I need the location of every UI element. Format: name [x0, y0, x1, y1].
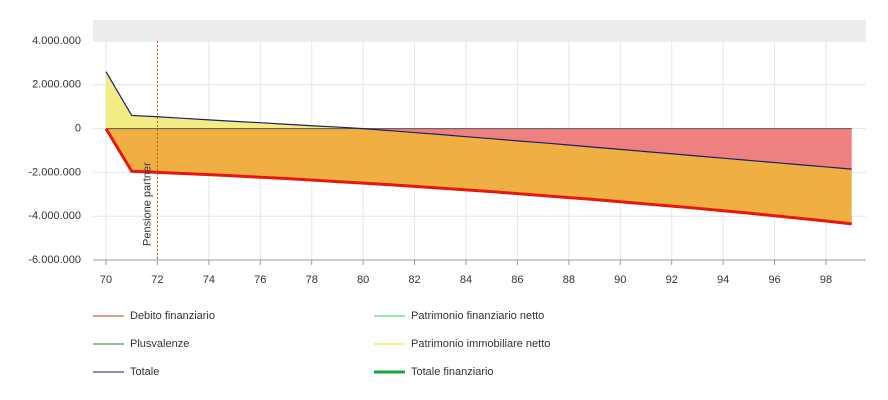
- x-tick-label: 72: [151, 274, 163, 286]
- x-tick-label: 84: [460, 274, 472, 286]
- x-tick-label: 92: [666, 274, 678, 286]
- area-fill: [106, 71, 852, 129]
- legend-label: Plusvalenze: [130, 338, 189, 350]
- area-fill: [106, 128, 852, 170]
- x-tick-label: 82: [408, 274, 420, 286]
- x-tick-label: 74: [203, 274, 215, 286]
- legend-label: Patrimonio finanziario netto: [411, 310, 544, 322]
- x-tick-label: 88: [563, 274, 575, 286]
- x-tick-label: 80: [357, 274, 369, 286]
- legend-label: Totale: [130, 366, 159, 378]
- x-tick-label: 76: [254, 274, 266, 286]
- y-tick-label: 0: [75, 123, 81, 135]
- y-tick-label: 2.000.000: [32, 79, 81, 91]
- x-tick-label: 98: [820, 274, 832, 286]
- y-tick-label: -6.000.000: [28, 254, 81, 266]
- x-tick-label: 90: [614, 274, 626, 286]
- x-tick-label: 70: [100, 274, 112, 286]
- legend-label: Debito finanziario: [130, 310, 215, 322]
- area-fill: [106, 128, 852, 224]
- legend-label: Totale finanziario: [411, 366, 494, 378]
- y-tick-label: 4.000.000: [32, 35, 81, 47]
- x-tick-label: 78: [306, 274, 318, 286]
- legend-label: Patrimonio immobiliare netto: [411, 338, 550, 350]
- series-line: [105, 71, 852, 170]
- x-tick-label: 86: [511, 274, 523, 286]
- annotation-label: Pensione partner: [141, 162, 153, 246]
- y-tick-label: -4.000.000: [28, 210, 81, 222]
- x-tick-label: 96: [768, 274, 780, 286]
- plot-header-band: [93, 20, 866, 41]
- x-tick-label: 94: [717, 274, 729, 286]
- y-tick-label: -2.000.000: [28, 166, 81, 178]
- series-line: [104, 127, 852, 226]
